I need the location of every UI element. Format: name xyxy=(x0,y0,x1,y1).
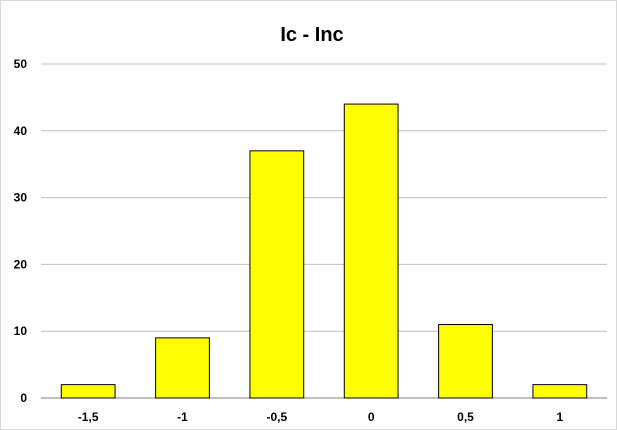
x-tick-label: -1,5 xyxy=(78,410,99,424)
bar xyxy=(155,337,210,399)
y-tick-label: 30 xyxy=(14,191,28,205)
y-tick-label: 0 xyxy=(20,391,27,405)
x-tick-label: 0 xyxy=(368,410,375,424)
y-tick-label: 20 xyxy=(14,257,28,271)
x-axis-ticks: -1,5 -1 -0,5 0 0,5 1 xyxy=(78,410,564,424)
bar xyxy=(343,103,399,399)
bar xyxy=(532,384,588,399)
bar xyxy=(249,150,305,399)
y-tick-label: 10 xyxy=(14,324,28,338)
y-tick-label: 40 xyxy=(14,124,28,138)
y-axis-ticks: 0 10 20 30 40 50 xyxy=(14,57,28,405)
y-tick-label: 50 xyxy=(14,57,28,71)
bar xyxy=(438,324,493,399)
bar xyxy=(60,384,116,399)
bars xyxy=(60,103,588,399)
x-tick-label: -1 xyxy=(177,410,188,424)
x-tick-label: 1 xyxy=(556,410,563,424)
chart-title: Ic - Inc xyxy=(280,24,343,46)
gridlines xyxy=(41,63,607,399)
x-tick-label: -0,5 xyxy=(266,410,287,424)
x-tick-label: 0,5 xyxy=(457,410,474,424)
